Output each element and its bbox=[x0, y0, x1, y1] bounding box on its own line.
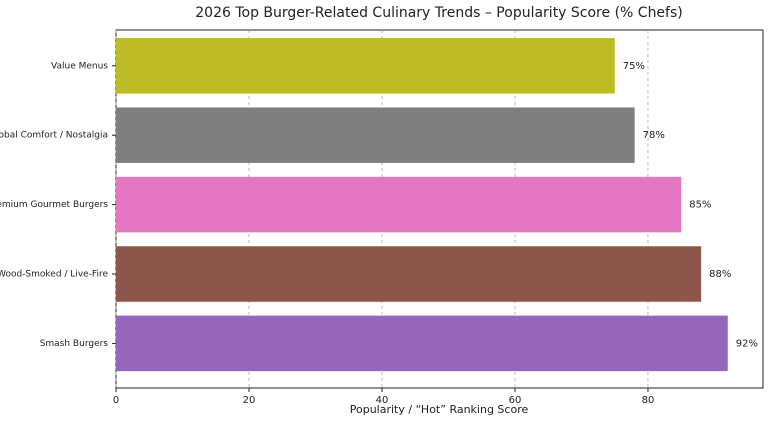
y-tick-label: Value Menus bbox=[51, 61, 108, 71]
value-label: 78% bbox=[643, 130, 665, 141]
bar bbox=[116, 246, 702, 302]
bar bbox=[116, 315, 728, 372]
value-label: 75% bbox=[623, 61, 645, 72]
value-label: 85% bbox=[689, 200, 711, 211]
bar bbox=[116, 38, 615, 94]
y-tick-label: Premium Gourmet Burgers bbox=[0, 200, 108, 210]
y-tick-label: Wood-Smoked / Live-Fire bbox=[0, 270, 108, 280]
bar bbox=[116, 107, 635, 163]
x-tick-label: 80 bbox=[642, 395, 655, 406]
x-tick-label: 60 bbox=[509, 395, 522, 406]
x-tick-label: 0 bbox=[113, 395, 119, 406]
bar bbox=[116, 176, 682, 233]
value-label: 88% bbox=[709, 269, 731, 280]
y-tick-label: Smash Burgers bbox=[40, 339, 109, 349]
x-tick-label: 40 bbox=[376, 395, 389, 406]
x-tick-label: 20 bbox=[243, 395, 256, 406]
x-axis-label: Popularity / “Hot” Ranking Score bbox=[350, 403, 529, 416]
y-tick-label: Global Comfort / Nostalgia bbox=[0, 131, 108, 141]
chart-title: 2026 Top Burger-Related Culinary Trends … bbox=[195, 5, 682, 21]
value-label: 92% bbox=[736, 338, 758, 349]
